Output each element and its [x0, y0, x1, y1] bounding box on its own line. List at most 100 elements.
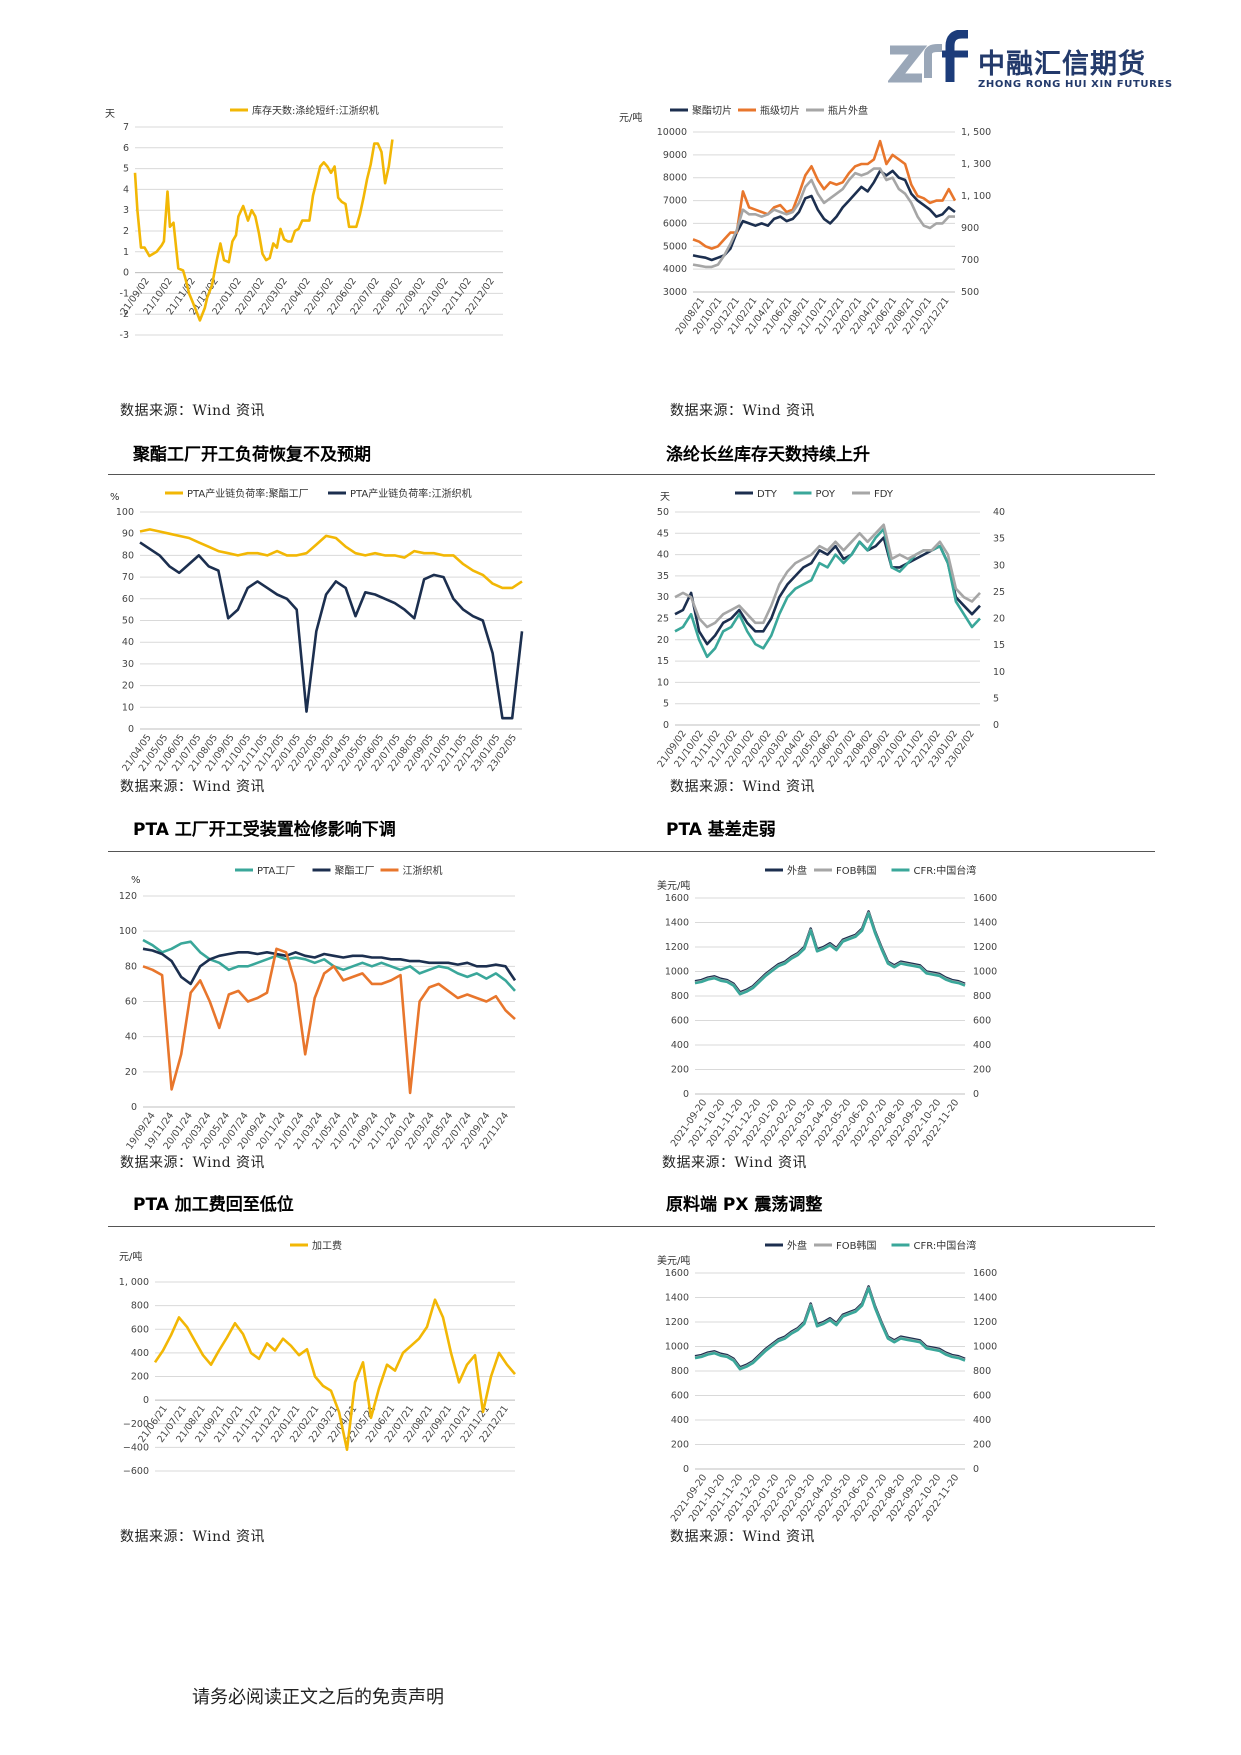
- legend-label: 聚酯工厂: [335, 865, 375, 877]
- axis-unit-label: 元/吨: [619, 111, 642, 124]
- y-tick-label: 0: [683, 1464, 689, 1475]
- y-tick-label: 200: [671, 1065, 689, 1076]
- y-tick-label: 8000: [663, 173, 687, 184]
- y-tick-label: 120: [119, 891, 137, 902]
- chart-panel-6: 0 200 400 600 800 1000 1200 1400 1600 0 200 400 600 8…: [655, 863, 1125, 1193]
- y-tick-label: 20: [125, 1067, 137, 1078]
- y2-tick-label: 500: [961, 287, 979, 298]
- y2-tick-label: 1200: [973, 942, 997, 953]
- chart-stock-days-staple: -3-2-101234567天21/09/0221/10/0221/11/022…: [105, 104, 503, 341]
- y-tick-label: 40: [125, 1032, 137, 1043]
- chart-panel-7: −600 −400 −200 0 200 400 600 800 1, 000 元/吨 21/06/…: [105, 1238, 575, 1568]
- y2-tick-label: 10: [993, 667, 1005, 678]
- gridlines: [695, 897, 965, 1095]
- series-line-1: [133, 139, 394, 322]
- y2-tick-label: 40: [993, 507, 1005, 518]
- legend-label: CFR:中国台湾: [914, 864, 977, 877]
- y-tick-label: 400: [671, 1040, 689, 1051]
- y2-tick-label: 1600: [973, 893, 997, 904]
- legend-label: PTA工厂: [257, 866, 295, 877]
- legend-label: 外盘: [787, 1239, 807, 1252]
- y-tick-label: 0: [143, 1395, 149, 1406]
- y2-tick-label: 1, 300: [961, 159, 991, 170]
- y-tick-label: 50: [122, 616, 134, 627]
- source-note-3: 数据来源：Wind 资讯: [120, 779, 266, 795]
- axis-unit-label: %: [131, 875, 141, 886]
- y-tick-label: 1600: [665, 893, 689, 904]
- y-tick-label: 600: [671, 1391, 689, 1402]
- y2-tick-label: 400: [973, 1040, 991, 1051]
- source-note-4: 数据来源：Wind 资讯: [670, 779, 816, 795]
- company-logo-english: ZHONG RONG HUI XIN FUTURES: [978, 79, 1173, 90]
- company-logo-chinese: 中融汇信期货: [978, 49, 1146, 80]
- legend-label: DTY: [757, 489, 778, 500]
- y-tick-label: 9000: [663, 150, 687, 161]
- y-tick-label: −600: [123, 1466, 149, 1477]
- series-line-3: [694, 911, 966, 996]
- y-tick-label: 10: [657, 677, 669, 688]
- legend-label: POY: [816, 489, 836, 500]
- y-tick-label: 5: [123, 164, 129, 175]
- y2-tick-label: 1600: [973, 1268, 997, 1279]
- gridlines: [140, 511, 522, 730]
- series-line-1: [674, 536, 981, 646]
- y-tick-label: 80: [125, 961, 137, 972]
- y-tick-label: 30: [657, 592, 669, 603]
- y-tick-label: 10: [122, 702, 134, 713]
- y-tick-label: 1, 000: [119, 1277, 149, 1288]
- y2-tick-label: 600: [973, 1391, 991, 1402]
- y2-tick-label: 800: [973, 991, 991, 1002]
- y-tick-label: −200: [123, 1419, 149, 1430]
- y2-tick-label: 0: [993, 720, 999, 731]
- y2-tick-label: 700: [961, 255, 979, 266]
- caption-4: PTA 基差走弱: [666, 820, 776, 840]
- y-tick-label: 50: [657, 507, 669, 518]
- series-line-1: [694, 910, 966, 994]
- axis-unit-label: 天: [660, 492, 670, 503]
- y-tick-label: 400: [131, 1348, 149, 1359]
- caption-3: PTA 工厂开工受装置检修影响下调: [133, 820, 396, 840]
- legend-label: 库存天数:涤纶短纤:江浙织机: [252, 104, 379, 117]
- series-line-2: [692, 139, 957, 250]
- axis-unit-label: 美元/吨: [657, 1254, 690, 1267]
- source-note-7: 数据来源：Wind 资讯: [120, 1529, 266, 1545]
- chart-panel-2: 3000 4000 5000 6000 7000 8000 9000 10000 500 700 9…: [619, 104, 1125, 435]
- series-line-1: [153, 1298, 516, 1451]
- y2-tick-label: 1400: [973, 918, 997, 929]
- y-tick-label: 0: [128, 724, 134, 735]
- y2-tick-label: 25: [993, 587, 1005, 598]
- chart-panel-4: 0 5 10 15 20 25 30 35 40 45 50 0 5 10 15 20 25 30 35 40 天 21/…: [655, 488, 1125, 818]
- y-tick-label: 1600: [665, 1268, 689, 1279]
- series-line-2: [142, 947, 517, 986]
- y2-tick-label: 0: [973, 1089, 979, 1100]
- chart-panel-8: 0 200 400 600 800 1000 1200 1400 1600 0 200 400 600 8…: [655, 1238, 1125, 1568]
- y2-tick-label: 1000: [973, 1342, 997, 1353]
- y-tick-label: −400: [123, 1442, 149, 1453]
- y-tick-label: 400: [671, 1415, 689, 1426]
- y2-tick-label: 400: [973, 1415, 991, 1426]
- y-tick-label: 45: [657, 528, 669, 539]
- caption-6: 原料端 PX 震荡调整: [666, 1195, 823, 1215]
- series-line-1: [694, 1285, 966, 1369]
- chart-filament-stock: 051015202530354045500510152025303540天21/…: [655, 489, 1005, 770]
- series-line-2: [139, 541, 524, 720]
- y-tick-label: 60: [122, 594, 134, 605]
- source-note-1: 数据来源：Wind 资讯: [120, 403, 266, 419]
- y-tick-label: 1400: [665, 918, 689, 929]
- y2-tick-label: 900: [961, 223, 979, 234]
- series-line-2: [694, 911, 966, 995]
- y-tick-label: -1: [120, 288, 129, 299]
- y2-tick-label: 1, 500: [961, 127, 991, 138]
- source-note-8: 数据来源：Wind 资讯: [670, 1529, 816, 1545]
- y-tick-label: 100: [116, 507, 134, 518]
- y-tick-label: 7000: [663, 196, 687, 207]
- y-tick-label: 15: [657, 656, 669, 667]
- y-tick-label: 1000: [665, 1342, 689, 1353]
- y2-tick-label: 20: [993, 614, 1005, 625]
- y-tick-label: 200: [131, 1372, 149, 1383]
- divider-2: [108, 851, 1155, 852]
- legend-label: 江浙织机: [403, 864, 443, 877]
- chart-chip-prices: 3000 4000 5000 6000 7000 8000 9000 10000 500 700 9…: [619, 104, 991, 337]
- y-tick-label: 600: [671, 1016, 689, 1027]
